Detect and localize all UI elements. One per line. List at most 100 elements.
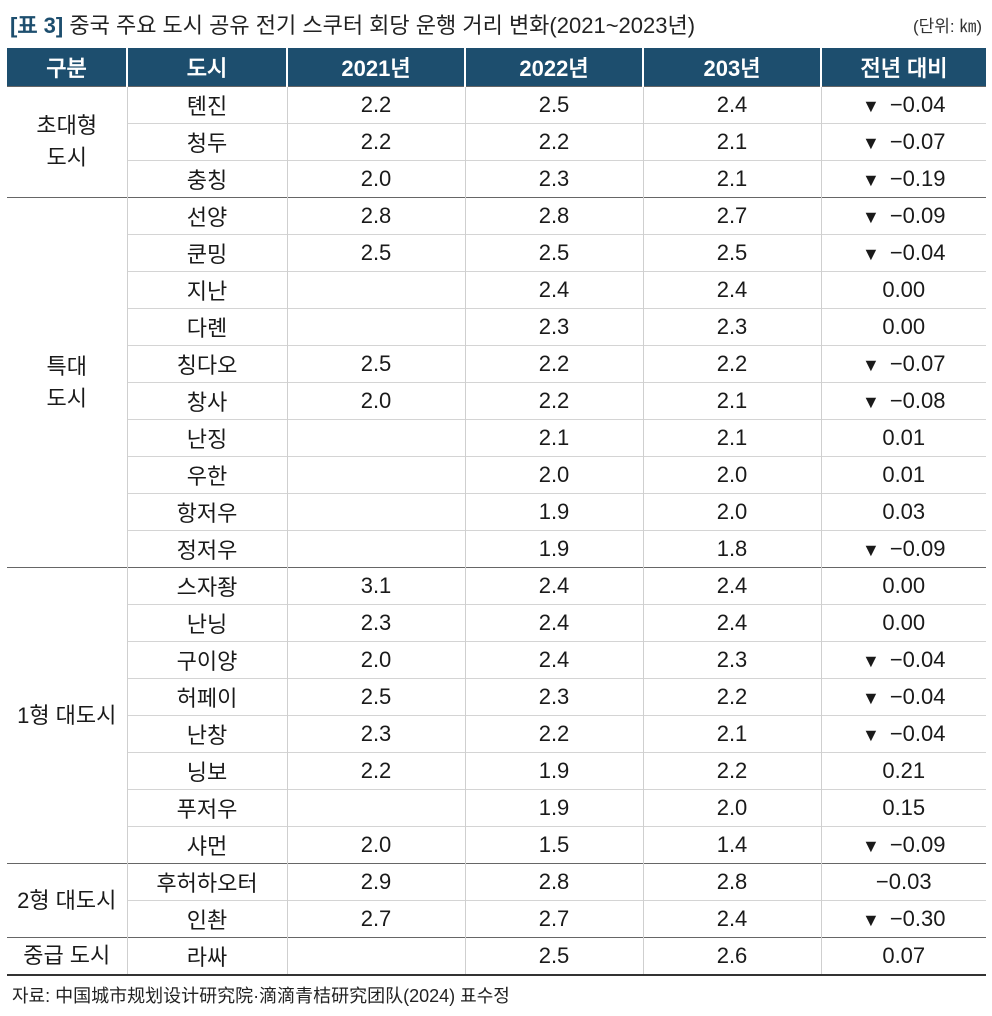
header-row: 구분 도시 2021년 2022년 203년 전년 대비 xyxy=(7,48,986,87)
value-2022: 2.2 xyxy=(464,123,643,161)
table-row: 초대형 도시 톈진 2.2 2.5 2.4 ▼ −0.04 xyxy=(7,86,986,198)
value-2023: 2.2 xyxy=(642,345,821,383)
change-cell: 0.03 xyxy=(820,493,986,531)
header-2023: 203년 xyxy=(642,48,821,87)
value-2023: 2.0 xyxy=(642,456,821,494)
value-2022: 1.9 xyxy=(464,530,643,568)
value-2021: 2.0 xyxy=(286,826,465,864)
city-cell: 우한 xyxy=(126,456,287,494)
category-label: 도시 xyxy=(46,385,87,411)
city-cell: 닝보 xyxy=(126,752,287,790)
header-city: 도시 xyxy=(126,48,287,87)
value-2023: 2.3 xyxy=(642,641,821,679)
city-cell: 인촨 xyxy=(126,900,287,938)
change-value: −0.07 xyxy=(889,129,946,154)
change-cell: 0.01 xyxy=(820,456,986,494)
table-row: 푸저우 1.9 2.0 0.15 xyxy=(7,789,986,827)
value-2021: 2.0 xyxy=(286,641,465,679)
change-value: −0.04 xyxy=(889,647,946,672)
change-cell: 0.15 xyxy=(820,789,986,827)
value-2023: 2.3 xyxy=(642,308,821,346)
change-cell: 0.07 xyxy=(820,937,986,976)
table-row: 허페이 2.5 2.3 2.2 ▼ −0.04 xyxy=(7,678,986,716)
table-body: 초대형 도시 톈진 2.2 2.5 2.4 ▼ −0.04 청두 2.2 2.2 2.1 ▼ −0.07 충… xyxy=(7,86,986,976)
change-value: −0.04 xyxy=(889,721,946,746)
header-change: 전년 대비 xyxy=(820,48,986,87)
value-2022: 2.2 xyxy=(464,382,643,420)
value-2023: 2.2 xyxy=(642,678,821,716)
value-2022: 2.4 xyxy=(464,604,643,642)
triangle-down-icon: ▼ xyxy=(862,910,880,930)
triangle-down-icon: ▼ xyxy=(862,651,880,671)
category-label: 특대 xyxy=(46,353,87,379)
value-2022: 2.5 xyxy=(464,234,643,272)
triangle-down-icon: ▼ xyxy=(862,170,880,190)
value-2023: 1.8 xyxy=(642,530,821,568)
value-2022: 1.9 xyxy=(464,752,643,790)
change-value: 0.01 xyxy=(882,462,926,487)
change-value: 0.07 xyxy=(882,943,926,968)
change-value: −0.04 xyxy=(889,684,946,709)
table-row: 우한 2.0 2.0 0.01 xyxy=(7,456,986,494)
city-cell: 구이양 xyxy=(126,641,287,679)
table-title-text: 중국 주요 도시 공유 전기 스쿠터 회당 운행 거리 변화(2021~2023… xyxy=(69,13,696,38)
value-2022: 2.2 xyxy=(464,715,643,753)
change-value: 0.01 xyxy=(882,425,926,450)
change-cell: ▼ −0.04 xyxy=(820,86,986,124)
value-2021: 2.3 xyxy=(286,715,465,753)
value-2022: 2.5 xyxy=(464,86,643,124)
value-2023: 2.4 xyxy=(642,567,821,605)
value-2022: 2.3 xyxy=(464,308,643,346)
value-2023: 2.1 xyxy=(642,419,821,457)
value-2021 xyxy=(286,308,465,346)
value-2021: 2.0 xyxy=(286,160,465,198)
change-cell: ▼ −0.04 xyxy=(820,678,986,716)
city-cell: 충칭 xyxy=(126,160,287,198)
table-row: 지난 2.4 2.4 0.00 xyxy=(7,271,986,309)
city-cell: 창사 xyxy=(126,382,287,420)
value-2023: 2.4 xyxy=(642,900,821,938)
change-cell: ▼ −0.19 xyxy=(820,160,986,198)
value-2022: 2.7 xyxy=(464,900,643,938)
value-2021 xyxy=(286,456,465,494)
change-value: −0.09 xyxy=(889,832,946,857)
header-2021: 2021년 xyxy=(286,48,465,87)
city-cell: 후허하오터 xyxy=(126,863,287,901)
header-2022: 2022년 xyxy=(464,48,643,87)
triangle-down-icon: ▼ xyxy=(862,688,880,708)
value-2022: 2.8 xyxy=(464,197,643,235)
triangle-down-icon: ▼ xyxy=(862,540,880,560)
value-2022: 2.3 xyxy=(464,678,643,716)
change-cell: 0.00 xyxy=(820,604,986,642)
city-cell: 라싸 xyxy=(126,937,287,976)
triangle-down-icon: ▼ xyxy=(862,392,880,412)
change-value: 0.00 xyxy=(882,314,926,339)
triangle-down-icon: ▼ xyxy=(862,96,880,116)
value-2023: 2.0 xyxy=(642,493,821,531)
city-cell: 항저우 xyxy=(126,493,287,531)
table-row: 특대 도시 선양 2.8 2.8 2.7 ▼ −0.09 xyxy=(7,197,986,568)
value-2023: 2.6 xyxy=(642,937,821,976)
source-note: 자료: 中国城市规划设计研究院·滴滴青桔研究团队(2024) 표수정 xyxy=(12,986,510,1006)
change-value: −0.07 xyxy=(889,351,946,376)
table-row: 창사 2.0 2.2 2.1 ▼ −0.08 xyxy=(7,382,986,420)
value-2021 xyxy=(286,493,465,531)
change-cell: ▼ −0.09 xyxy=(820,826,986,864)
change-cell: 0.21 xyxy=(820,752,986,790)
table-row: 난징 2.1 2.1 0.01 xyxy=(7,419,986,457)
table-row: 쿤밍 2.5 2.5 2.5 ▼ −0.04 xyxy=(7,234,986,272)
value-2023: 2.1 xyxy=(642,123,821,161)
table-title: [표 3] 중국 주요 도시 공유 전기 스쿠터 회당 운행 거리 변화(202… xyxy=(10,8,695,40)
value-2022: 2.5 xyxy=(464,937,643,976)
city-cell: 쿤밍 xyxy=(126,234,287,272)
table-row: 1형 대도시 스자좡 3.1 2.4 2.4 0.00 xyxy=(7,567,986,864)
city-cell: 지난 xyxy=(126,271,287,309)
category-label: 1형 대도시 xyxy=(17,702,117,728)
change-value: −0.09 xyxy=(889,536,946,561)
value-2022: 1.9 xyxy=(464,493,643,531)
value-2021: 2.8 xyxy=(286,197,465,235)
table-row: 인촨 2.7 2.7 2.4 ▼ −0.30 xyxy=(7,900,986,938)
value-2023: 2.0 xyxy=(642,789,821,827)
change-value: 0.00 xyxy=(882,277,926,302)
